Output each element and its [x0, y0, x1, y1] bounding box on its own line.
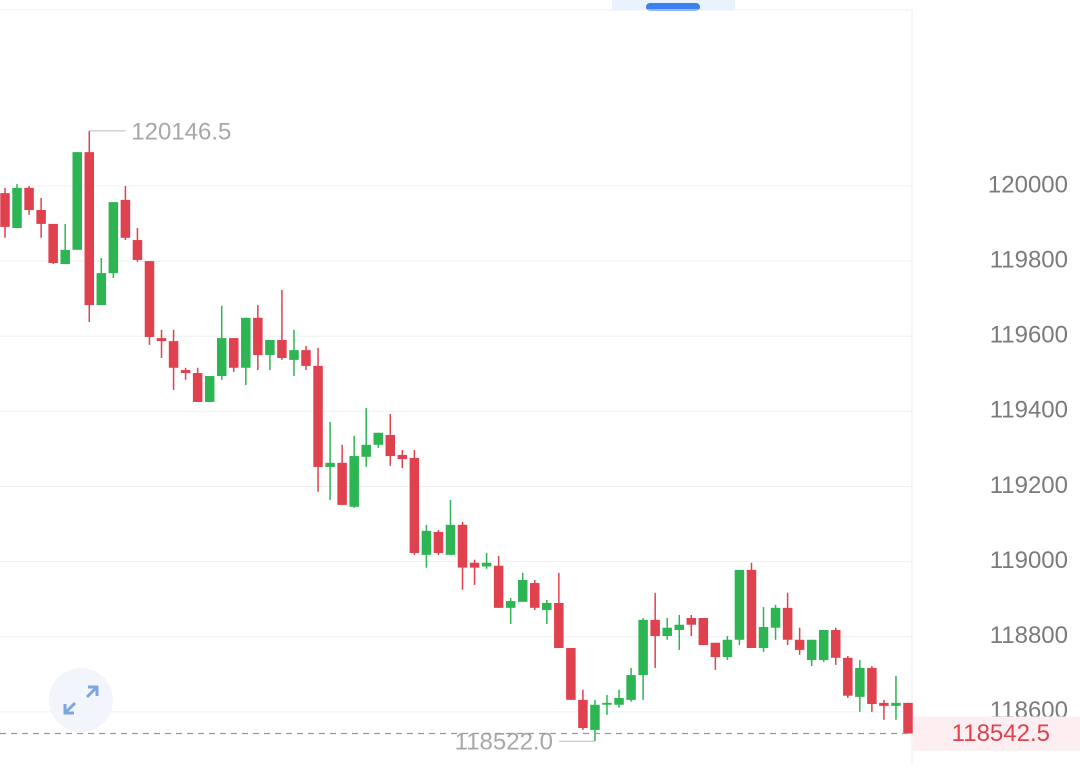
y-tick-label: 119200 [990, 472, 1068, 499]
candle-body [590, 704, 600, 730]
candle-body [626, 675, 636, 700]
candle-body [301, 350, 311, 366]
candle-body [313, 365, 323, 467]
candle-body [903, 702, 913, 734]
candle-body [493, 565, 504, 608]
candle-body [505, 601, 516, 608]
candle-body [734, 569, 745, 640]
candle-body [710, 642, 721, 658]
candle-body [349, 456, 359, 507]
candle-body [168, 341, 179, 368]
candle-body [722, 639, 733, 658]
candle-body [192, 373, 203, 402]
candle-body [867, 667, 877, 704]
candle-body [84, 152, 95, 306]
candle-body [530, 583, 540, 608]
candle-body [421, 530, 432, 555]
candle-body [325, 462, 335, 467]
candle-body [216, 338, 227, 377]
candle-body [578, 699, 588, 729]
candle-body [337, 462, 347, 505]
y-tick-label: 118800 [990, 622, 1068, 649]
candle-body [469, 562, 480, 568]
candle-body [373, 432, 383, 445]
candle-body [24, 187, 34, 210]
candle-body [879, 702, 889, 706]
candle-body [204, 376, 215, 402]
min-label: 118522.0 [455, 729, 553, 756]
candle-body [831, 629, 841, 658]
expand-button[interactable] [49, 668, 113, 732]
candle-body [229, 338, 239, 368]
candle-body [517, 580, 528, 602]
y-tick-label: 119000 [990, 547, 1068, 574]
y-tick-label: 120000 [988, 171, 1068, 198]
candle-body [770, 607, 781, 628]
candle-body [806, 639, 817, 661]
last-price-box [913, 716, 1080, 751]
candle-body [132, 240, 143, 260]
candle-body [60, 249, 70, 265]
candle-body [542, 602, 552, 611]
candle-body [662, 627, 672, 637]
candle-body [481, 562, 492, 567]
candle-body [36, 209, 46, 224]
candle-body [12, 187, 22, 229]
candle-body [0, 193, 10, 227]
last-price-label: 118542.5 [952, 720, 1050, 747]
candle-body [180, 370, 191, 374]
candle-body [818, 629, 829, 661]
candle-body [686, 617, 697, 625]
y-tick-label: 119400 [990, 397, 1068, 424]
candle-body [638, 619, 648, 676]
candle-body [674, 624, 684, 630]
candle-body [144, 261, 155, 337]
candle-body [96, 273, 107, 306]
candle-body [265, 339, 275, 356]
candle-body [746, 569, 757, 649]
candle-body [241, 317, 251, 368]
candle-body [698, 617, 709, 646]
candle-body [409, 457, 420, 553]
candle-body [72, 152, 82, 250]
candle-body [277, 339, 287, 359]
candle-body [855, 667, 865, 697]
candle-body [566, 648, 576, 700]
candle-body [120, 199, 131, 238]
candle-body [156, 338, 167, 342]
candle-body [758, 626, 769, 649]
candle-body [253, 317, 263, 356]
candle-body [782, 607, 793, 640]
candle-body [48, 223, 58, 263]
plot-area: 1186001188001190001192001194001196001198… [0, 118, 1080, 756]
candle-body [891, 702, 901, 706]
y-tick-label: 119600 [990, 322, 1068, 349]
candle-body [108, 202, 119, 274]
expand-circle[interactable] [49, 668, 113, 732]
candle-body [554, 602, 564, 649]
candle-body [289, 350, 299, 360]
candle-body [385, 435, 396, 457]
expand-icon[interactable] [63, 685, 99, 715]
candle-body [397, 454, 408, 460]
tab-indicator [646, 3, 700, 11]
candle-body [433, 531, 444, 553]
candle-body [650, 619, 660, 637]
candle-body [843, 657, 853, 696]
candle-body [794, 639, 805, 650]
candle-body [602, 702, 612, 705]
candle-body [445, 524, 456, 555]
candle-body [361, 444, 371, 457]
y-tick-label: 119800 [990, 246, 1068, 273]
candle-body [457, 524, 468, 568]
candle-body [614, 697, 624, 705]
max-label: 120146.5 [131, 118, 231, 145]
